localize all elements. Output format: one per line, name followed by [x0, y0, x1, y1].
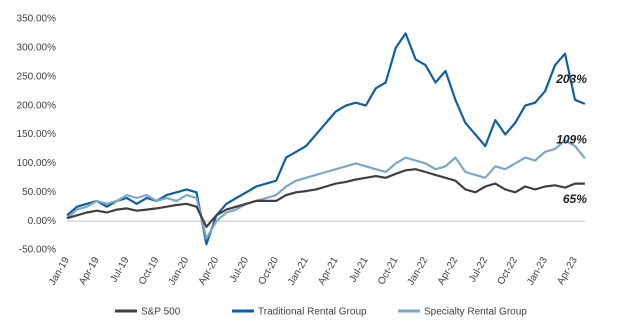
x-tick-label: Apr-22: [436, 255, 461, 287]
x-tick-label: Jul-19: [108, 255, 131, 284]
legend-label: S&P 500: [141, 307, 181, 318]
y-tick-label: -50.00%: [19, 245, 56, 256]
x-tick-label: Apr-20: [197, 255, 222, 287]
x-tick-label: Oct-20: [257, 255, 282, 287]
x-tick-label: Oct-22: [496, 255, 521, 287]
x-tick-label: Apr-23: [555, 255, 580, 287]
x-tick-label: Apr-19: [77, 255, 102, 287]
x-tick-label: Oct-19: [137, 255, 162, 287]
x-tick-label: Jan-22: [406, 255, 431, 287]
series-line: [66, 32, 586, 246]
series-line: [66, 139, 586, 240]
y-tick-label: 0.00%: [28, 216, 56, 227]
x-tick-label: Jul-22: [467, 255, 490, 284]
legend-label: Traditional Rental Group: [258, 307, 367, 318]
annotation: 65%: [563, 192, 587, 206]
x-tick-label: Jan-19: [47, 255, 72, 287]
series-line: [66, 168, 585, 228]
x-tick-label: Jan-20: [167, 255, 192, 287]
y-tick-label: 200.00%: [17, 100, 57, 111]
y-tick-label: 100.00%: [17, 158, 57, 169]
x-tick-label: Jul-21: [348, 255, 371, 284]
x-tick-label: Oct-21: [376, 255, 401, 287]
x-tick-label: Jul-20: [228, 255, 251, 284]
y-tick-label: 150.00%: [17, 129, 57, 140]
annotation: 203%: [555, 72, 587, 86]
y-tick-label: 250.00%: [17, 71, 57, 82]
annotation: 109%: [556, 132, 587, 146]
y-tick-label: 300.00%: [17, 43, 57, 54]
x-tick-label: Apr-21: [316, 255, 341, 287]
y-tick-label: 50.00%: [22, 187, 56, 198]
x-tick-label: Jan-21: [286, 255, 311, 287]
y-tick-label: 350.00%: [17, 14, 57, 25]
legend-label: Specialty Rental Group: [424, 307, 527, 318]
x-tick-label: Jan-23: [525, 255, 550, 287]
